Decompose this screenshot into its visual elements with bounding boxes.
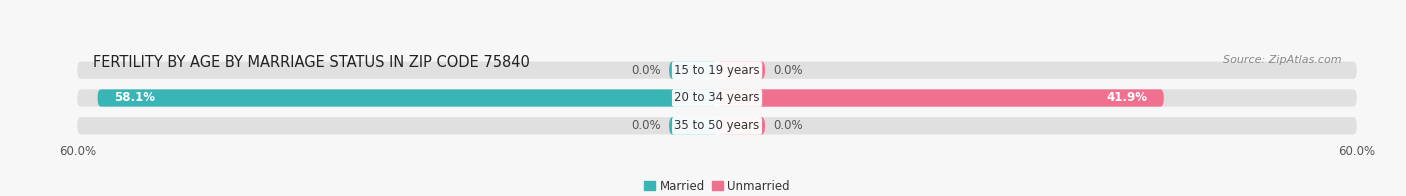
FancyBboxPatch shape — [77, 62, 1357, 79]
Text: 15 to 19 years: 15 to 19 years — [675, 64, 759, 77]
Text: 0.0%: 0.0% — [773, 119, 803, 132]
Text: 0.0%: 0.0% — [773, 64, 803, 77]
Legend: Married, Unmarried: Married, Unmarried — [640, 175, 794, 196]
FancyBboxPatch shape — [669, 117, 717, 134]
FancyBboxPatch shape — [77, 117, 1357, 134]
Text: 0.0%: 0.0% — [631, 119, 661, 132]
Text: 0.0%: 0.0% — [631, 64, 661, 77]
FancyBboxPatch shape — [717, 89, 1164, 107]
FancyBboxPatch shape — [717, 117, 765, 134]
FancyBboxPatch shape — [669, 62, 717, 79]
FancyBboxPatch shape — [77, 89, 1357, 107]
Text: 20 to 34 years: 20 to 34 years — [675, 92, 759, 104]
Text: 58.1%: 58.1% — [114, 92, 155, 104]
FancyBboxPatch shape — [717, 62, 765, 79]
FancyBboxPatch shape — [97, 89, 717, 107]
Text: 41.9%: 41.9% — [1107, 92, 1147, 104]
Text: Source: ZipAtlas.com: Source: ZipAtlas.com — [1223, 55, 1341, 65]
Text: FERTILITY BY AGE BY MARRIAGE STATUS IN ZIP CODE 75840: FERTILITY BY AGE BY MARRIAGE STATUS IN Z… — [93, 55, 530, 70]
Text: 35 to 50 years: 35 to 50 years — [675, 119, 759, 132]
